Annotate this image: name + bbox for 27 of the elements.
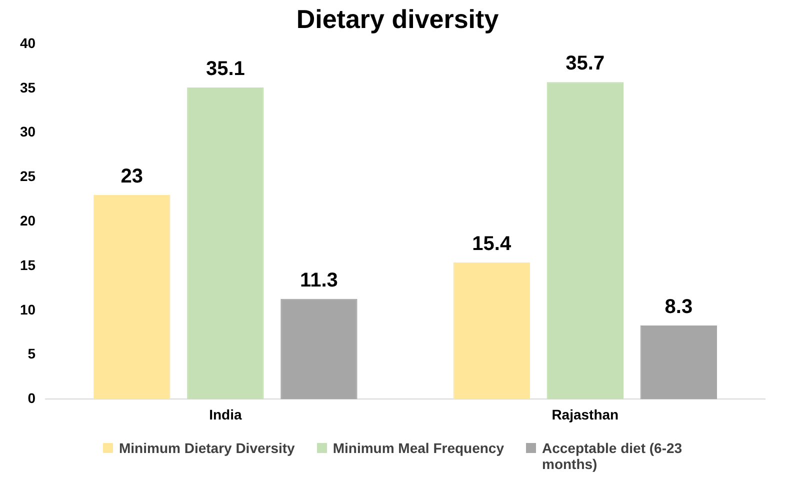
y-tick-label: 25 xyxy=(20,168,36,184)
data-label: 8.3 xyxy=(664,296,693,318)
bar xyxy=(94,194,170,400)
bar xyxy=(640,325,718,400)
bar xyxy=(546,82,624,400)
y-tick-label: 30 xyxy=(20,124,36,140)
y-tick-label: 0 xyxy=(28,390,36,406)
y-tick-label: 5 xyxy=(28,346,36,362)
legend-label: Acceptable diet (6-23 months) xyxy=(542,440,684,472)
y-tick-label: 35 xyxy=(20,79,36,96)
y-tick-label: 10 xyxy=(20,301,36,318)
legend-label: Minimum Meal Frequency xyxy=(332,440,504,456)
x-tick-label: India xyxy=(209,406,242,422)
y-tick-label: 15 xyxy=(20,256,36,273)
y-tick-label: 40 xyxy=(20,34,36,51)
data-label: 35.1 xyxy=(206,58,245,80)
legend-label: Minimum Dietary Diversity xyxy=(119,440,295,456)
bar xyxy=(280,298,358,400)
y-tick-label: 20 xyxy=(20,212,36,228)
bar xyxy=(187,88,264,400)
data-label: 11.3 xyxy=(300,269,338,292)
data-label: 23 xyxy=(120,165,144,188)
data-label: 35.7 xyxy=(566,52,605,75)
bar xyxy=(453,262,530,400)
data-label: 15.4 xyxy=(472,232,512,255)
x-tick-label: Rajasthan xyxy=(552,406,619,422)
chart-title: Dietary diversity xyxy=(295,4,500,35)
